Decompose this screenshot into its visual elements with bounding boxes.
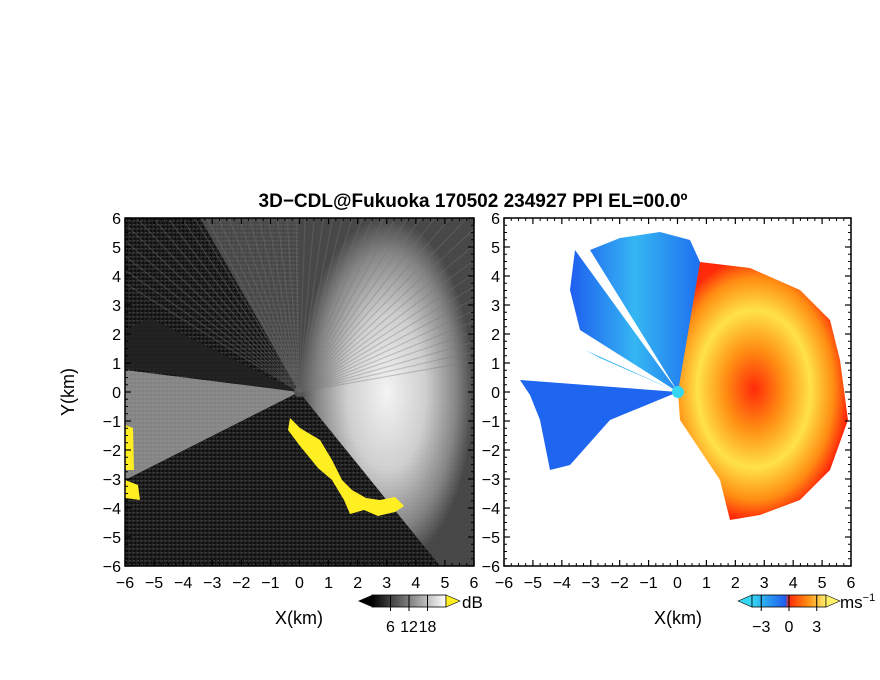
x-tick-label: −6 xyxy=(116,575,134,592)
left-colorbar: 6 12 18 dB xyxy=(358,593,483,636)
y-tick-label: 5 xyxy=(491,240,500,257)
y-tick-label: −4 xyxy=(103,501,121,518)
y-tick-label: −5 xyxy=(103,530,121,547)
right-panel: −6 −5 −4 −3 −2 −1 0 1 2 3 4 5 6 6 5 4 3 2 1 0 −1 −2 −3 −4 −5 −6 X… xyxy=(482,211,856,628)
right-colorbar-unit-exp: −1 xyxy=(863,592,876,604)
y-tick-label: −1 xyxy=(482,414,500,431)
x-tick-label: 2 xyxy=(731,575,740,592)
x-tick-label: −4 xyxy=(174,575,192,592)
x-tick-label: −2 xyxy=(232,575,250,592)
right-axis-ticks: −6 −5 −4 −3 −2 −1 0 1 2 3 4 5 6 6 5 4 3 2 1 0 −1 −2 −3 −4 −5 −6 xyxy=(482,211,856,592)
y-tick-label: 0 xyxy=(112,385,121,402)
left-colorbar-unit: dB xyxy=(462,593,483,612)
right-colorbar: −3 0 3 ms−1 xyxy=(737,592,875,636)
x-tick-label: 2 xyxy=(353,575,362,592)
y-tick-label: −4 xyxy=(482,501,500,518)
right-approaching-northwest xyxy=(585,350,678,392)
y-tick-label: 2 xyxy=(112,327,121,344)
x-tick-label: −1 xyxy=(639,575,657,592)
x-tick-label: 6 xyxy=(470,575,479,592)
colorbar-tick-label: 6 xyxy=(386,619,395,636)
y-tick-label: 3 xyxy=(491,298,500,315)
x-tick-label: 6 xyxy=(847,575,856,592)
y-tick-label: 2 xyxy=(491,327,500,344)
colorbar-tick-label: 0 xyxy=(785,619,794,636)
left-upper-west-sector xyxy=(200,218,299,392)
y-tick-label: 1 xyxy=(491,356,500,373)
left-bright-sector xyxy=(299,218,474,566)
y-tick-label: −5 xyxy=(482,530,500,547)
right-approaching-west xyxy=(520,380,678,470)
x-tick-label: −2 xyxy=(611,575,629,592)
y-tick-label: −2 xyxy=(482,443,500,460)
left-panel: −6 −5 −4 −3 −2 −1 0 1 2 3 4 5 6 6 5 4 3 2 1 0 −1 −2 −3 −4 −5 −6 X… xyxy=(58,211,479,628)
x-tick-label: 3 xyxy=(760,575,769,592)
y-tick-label: −6 xyxy=(482,559,500,576)
x-tick-label: 4 xyxy=(789,575,798,592)
y-tick-label: 5 xyxy=(112,240,121,257)
y-tick-label: 4 xyxy=(112,269,121,286)
colorbar-tick-label: −3 xyxy=(752,619,770,636)
x-tick-label: −1 xyxy=(261,575,279,592)
x-tick-label: 1 xyxy=(702,575,711,592)
left-ylabel: Y(km) xyxy=(58,368,78,416)
x-tick-label: −6 xyxy=(495,575,513,592)
x-tick-label: −5 xyxy=(145,575,163,592)
left-radar-origin xyxy=(294,387,304,397)
x-tick-label: −5 xyxy=(524,575,542,592)
x-tick-label: 5 xyxy=(440,575,449,592)
right-approaching-upper xyxy=(570,232,700,392)
x-tick-label: 3 xyxy=(382,575,391,592)
y-tick-label: −6 xyxy=(103,559,121,576)
left-dark-southeast xyxy=(299,392,440,566)
left-dark-sector xyxy=(125,318,299,392)
right-radar-origin xyxy=(672,386,684,398)
y-tick-label: −2 xyxy=(103,443,121,460)
left-yellow-flag-west xyxy=(125,425,140,500)
y-tick-label: 6 xyxy=(112,211,121,228)
y-tick-label: 0 xyxy=(491,385,500,402)
y-tick-label: 1 xyxy=(112,356,121,373)
y-tick-label: −3 xyxy=(103,472,121,489)
y-tick-label: 3 xyxy=(112,298,121,315)
y-tick-label: 4 xyxy=(491,269,500,286)
left-axis-ticks: −6 −5 −4 −3 −2 −1 0 1 2 3 4 5 6 6 5 4 3 2 1 0 −1 −2 −3 −4 −5 −6 xyxy=(103,211,479,592)
x-tick-label: 1 xyxy=(324,575,333,592)
colorbar-tick-label: 12 xyxy=(400,619,418,636)
colorbar-tick-label: 18 xyxy=(419,619,437,636)
right-colorbar-unit: ms−1 xyxy=(840,592,875,612)
page-title: 3D−CDL@Fukuoka 170502 234927 PPI EL=00.0… xyxy=(259,191,688,212)
left-west-sector xyxy=(125,370,299,480)
x-tick-label: 5 xyxy=(818,575,827,592)
x-tick-label: −4 xyxy=(553,575,571,592)
x-tick-label: −3 xyxy=(203,575,221,592)
colorbar-tick-label: 3 xyxy=(812,619,821,636)
y-tick-label: −3 xyxy=(482,472,500,489)
x-tick-label: 0 xyxy=(673,575,682,592)
right-xlabel: X(km) xyxy=(654,608,702,628)
left-xlabel: X(km) xyxy=(275,608,323,628)
x-tick-label: 0 xyxy=(295,575,304,592)
y-tick-label: −1 xyxy=(103,414,121,431)
left-radial-streaks xyxy=(125,218,474,393)
x-tick-label: 4 xyxy=(411,575,420,592)
y-tick-label: 6 xyxy=(491,211,500,228)
right-receding-region xyxy=(660,258,848,520)
x-tick-label: −3 xyxy=(582,575,600,592)
left-yellow-flag-east xyxy=(288,418,404,516)
